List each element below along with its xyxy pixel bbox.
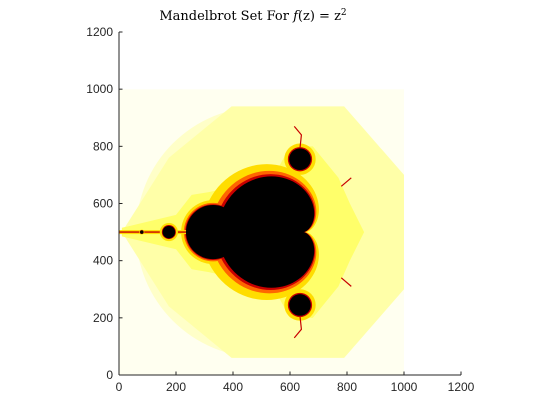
filament-2	[340, 177, 352, 187]
y-tick-label-0: 0	[106, 368, 113, 382]
chart-title-prefix: Mandelbrot Set For	[159, 9, 293, 24]
filament-1	[293, 315, 303, 339]
x-tick-label-5: 1000	[391, 380, 418, 394]
small-bulb-1	[140, 230, 144, 234]
y-tick-label-2: 400	[93, 254, 113, 268]
x-tick-label-2: 400	[223, 380, 243, 394]
small-bulb-2	[289, 148, 311, 171]
y-tick-label-5: 1000	[86, 82, 113, 96]
period2-bulb	[185, 205, 241, 260]
axes: 0 200 400 600 800 1000 1200 0 200 400 600 800 1000 12…	[86, 25, 474, 394]
small-bulb-3	[289, 294, 311, 316]
mandelbrot-image	[119, 89, 404, 376]
filament-0	[293, 125, 303, 149]
chart-title: Mandelbrot Set For f(z) = z2	[159, 8, 346, 24]
chart-title-func: f	[292, 9, 300, 24]
chart-title-arg: (z) = z	[298, 9, 341, 24]
y-tick-label-1: 200	[93, 311, 113, 325]
chart-title-exponent: 2	[341, 8, 347, 18]
x-tick-label-0: 0	[116, 380, 123, 394]
x-tick-label-3: 600	[280, 380, 300, 394]
main-cardioid	[218, 176, 315, 288]
filament-3	[340, 277, 352, 287]
x-tick-label-1: 200	[166, 380, 186, 394]
x-tick-label-6: 1200	[448, 380, 475, 394]
x-tick-label-4: 800	[337, 380, 357, 394]
y-tick-label-4: 800	[93, 139, 113, 153]
y-tick-label-3: 600	[93, 197, 113, 211]
small-bulb-0	[162, 225, 176, 239]
y-tick-label-6: 1200	[86, 25, 113, 39]
